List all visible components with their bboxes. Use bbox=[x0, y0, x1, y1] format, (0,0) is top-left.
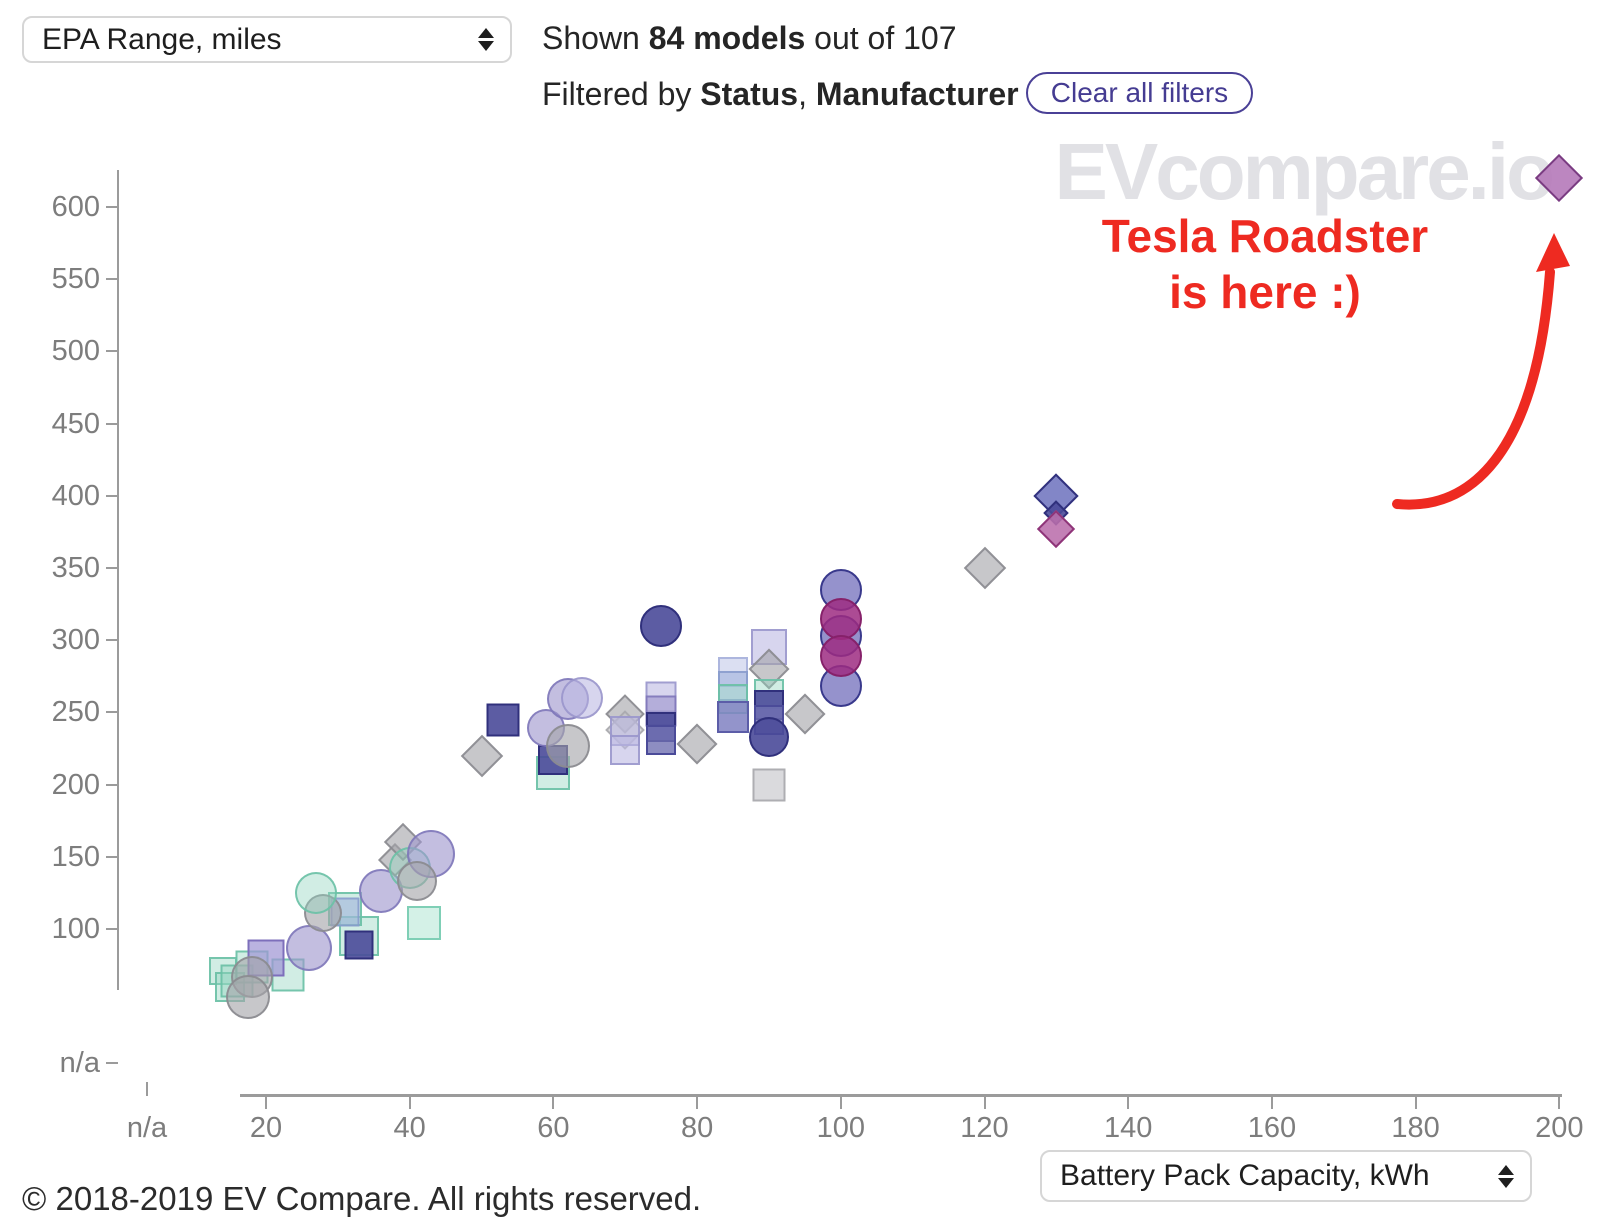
filter-manufacturer: Manufacturer bbox=[815, 76, 1019, 112]
data-point-circle[interactable] bbox=[561, 676, 604, 719]
y-metric-select-value: EPA Range, miles bbox=[42, 22, 282, 56]
y-tick bbox=[106, 855, 118, 858]
y-tick bbox=[106, 494, 118, 497]
x-tick bbox=[552, 1095, 555, 1109]
y-axis-line bbox=[117, 170, 119, 990]
x-tick-label: 180 bbox=[1391, 1112, 1440, 1144]
copyright-text: © 2018-2019 EV Compare. All rights reser… bbox=[22, 1180, 702, 1217]
x-tick-label: 60 bbox=[537, 1112, 570, 1144]
tesla-roadster-marker[interactable] bbox=[1535, 154, 1584, 203]
y-tick bbox=[106, 783, 118, 786]
select-stepper-icon bbox=[1498, 1164, 1514, 1188]
y-metric-select[interactable]: EPA Range, miles bbox=[22, 16, 512, 63]
y-tick bbox=[106, 639, 118, 642]
filter-status: Status bbox=[700, 76, 799, 112]
data-point-square[interactable] bbox=[610, 734, 641, 765]
y-tick-label: 500 bbox=[51, 335, 100, 368]
y-tick-label: 200 bbox=[51, 768, 100, 801]
data-point-diamond[interactable] bbox=[1037, 509, 1076, 549]
y-tick-label: 350 bbox=[51, 552, 100, 584]
x-metric-select-value: Battery Pack Capacity, kWh bbox=[1060, 1159, 1430, 1192]
annotation-line1: Tesla Roadster bbox=[1101, 210, 1429, 262]
data-point-circle[interactable] bbox=[295, 871, 338, 914]
x-tick bbox=[1127, 1095, 1130, 1109]
x-tick-label: 100 bbox=[816, 1112, 865, 1144]
shown-models-count: 84 models bbox=[648, 20, 806, 56]
x-tick bbox=[146, 1082, 148, 1096]
clear-all-filters-button[interactable]: Clear all filters bbox=[1026, 72, 1253, 114]
filtered-by-text: Filtered by Status, Manufacturer bbox=[542, 76, 1019, 112]
y-tick-label: 600 bbox=[51, 191, 100, 223]
y-tick-label: 150 bbox=[51, 840, 100, 873]
x-tick bbox=[1558, 1095, 1561, 1109]
y-tick bbox=[106, 350, 118, 353]
data-point-square[interactable] bbox=[752, 768, 786, 802]
data-point-circle[interactable] bbox=[545, 723, 590, 768]
x-tick-label: 160 bbox=[1247, 1112, 1297, 1144]
data-point-circle[interactable] bbox=[748, 716, 789, 757]
y-tick-label: 100 bbox=[51, 913, 100, 945]
x-axis-line bbox=[240, 1094, 1562, 1097]
annotation-line2: is here :) bbox=[1169, 266, 1361, 319]
x-tick-label: 120 bbox=[960, 1112, 1009, 1144]
y-tick bbox=[106, 567, 118, 569]
x-tick bbox=[696, 1095, 699, 1109]
data-point-circle[interactable] bbox=[396, 861, 437, 902]
data-point-square[interactable] bbox=[646, 724, 677, 755]
y-tick bbox=[106, 206, 118, 208]
data-point-square[interactable] bbox=[717, 700, 750, 733]
y-tick bbox=[106, 278, 118, 281]
data-point-circle[interactable] bbox=[640, 604, 683, 647]
y-tick-label: 300 bbox=[51, 624, 100, 657]
x-tick bbox=[265, 1095, 267, 1109]
y-tick bbox=[106, 422, 118, 425]
shown-models-text: Shown 84 models out of 107 bbox=[542, 20, 957, 56]
data-point-diamond[interactable] bbox=[460, 734, 503, 777]
x-metric-select[interactable]: Battery Pack Capacity, kWh bbox=[1040, 1150, 1532, 1202]
x-tick bbox=[1414, 1095, 1417, 1109]
y-tick-label: n/a bbox=[59, 1047, 100, 1079]
x-tick-label: n/a bbox=[126, 1112, 168, 1144]
x-tick-label: 40 bbox=[393, 1112, 426, 1144]
y-tick bbox=[106, 928, 118, 930]
y-tick-label: 450 bbox=[51, 407, 100, 440]
x-tick bbox=[983, 1095, 986, 1109]
y-tick-label: 250 bbox=[51, 696, 100, 729]
y-tick-label: 550 bbox=[51, 263, 100, 296]
y-tick bbox=[106, 711, 118, 714]
data-point-circle[interactable] bbox=[819, 635, 862, 678]
data-point-diamond[interactable] bbox=[676, 723, 718, 765]
x-tick bbox=[408, 1095, 411, 1109]
y-tick bbox=[106, 1062, 118, 1064]
evcompare-watermark: EVcompare.io bbox=[1054, 127, 1555, 216]
x-tick-label: 140 bbox=[1103, 1112, 1153, 1144]
x-tick bbox=[1270, 1095, 1273, 1109]
x-tick bbox=[839, 1095, 842, 1109]
x-tick-label: 80 bbox=[680, 1112, 714, 1144]
data-point-square[interactable] bbox=[344, 930, 374, 960]
select-stepper-icon bbox=[478, 28, 494, 51]
data-point-circle[interactable] bbox=[819, 597, 862, 640]
data-point-square[interactable] bbox=[407, 906, 442, 941]
x-tick-label: 200 bbox=[1535, 1112, 1584, 1144]
data-point-diamond[interactable] bbox=[963, 546, 1006, 590]
data-point-circle[interactable] bbox=[226, 974, 271, 1019]
tesla-roadster-annotation: Tesla Roadster is here :) bbox=[1080, 208, 1450, 320]
x-tick-label: 20 bbox=[249, 1112, 283, 1144]
data-point-square[interactable] bbox=[486, 703, 520, 737]
y-tick-label: 400 bbox=[51, 479, 100, 512]
data-point-diamond[interactable] bbox=[784, 693, 826, 735]
